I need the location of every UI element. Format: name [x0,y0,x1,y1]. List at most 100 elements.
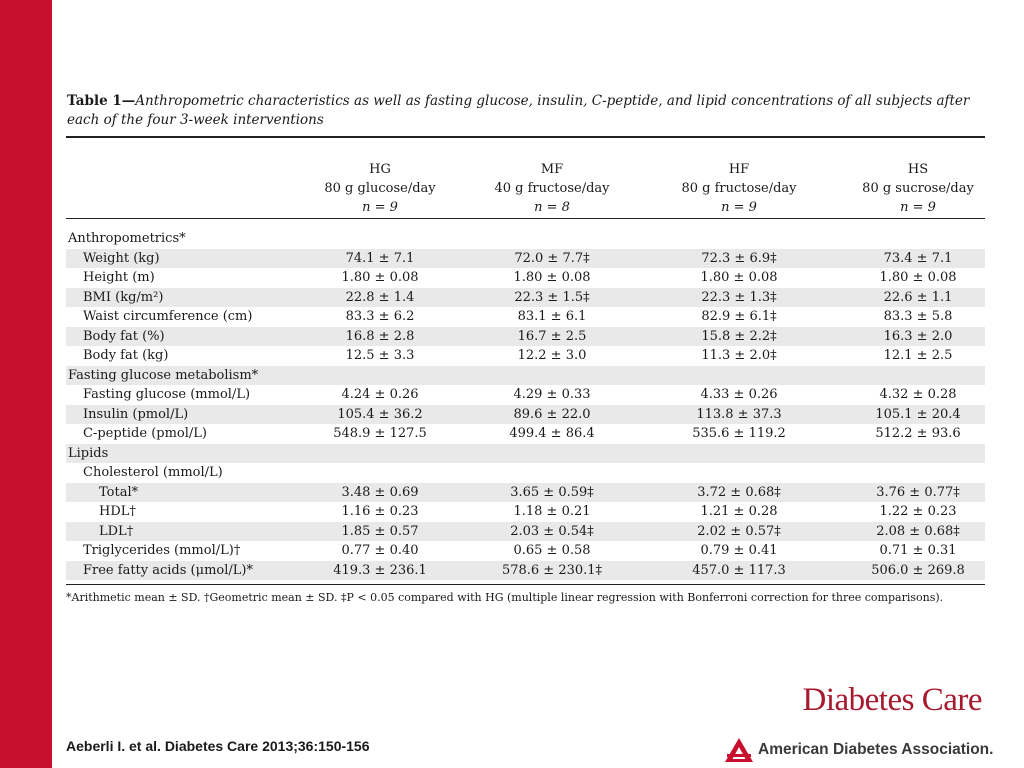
table-cell-mf: 0.65 ± 0.58 [513,543,591,558]
row-label: Height (m) [83,270,155,285]
table-top-rule [66,136,985,138]
table-cell-hf: 11.3 ± 2.0‡ [701,348,777,363]
row-label: BMI (kg/m²) [83,289,164,305]
table-cell-hg: 0.77 ± 0.40 [341,543,419,558]
column-header-name: HS [907,162,929,177]
row-label: Waist circumference (cm) [83,309,253,324]
table-cell-hf: 1.21 ± 0.28 [700,504,778,519]
table-row: BMI (kg/m²) 22.8 ± 1.4 22.3 ± 1.5‡ 22.3 ± 1… [66,287,985,307]
table-cell-mf: 578.6 ± 230.1‡ [501,562,603,578]
table-cell-hf: 535.6 ± 119.2 [692,426,786,441]
column-header-name: MF [540,162,564,177]
table-cell-hg: 1.16 ± 0.23 [341,504,419,519]
journal-logo: Diabetes Care [802,682,983,718]
column-header-desc: 80 g fructose/day [681,181,797,196]
row-label: C-peptide (pmol/L) [83,426,207,441]
table-row: Insulin (pmol/L) 105.4 ± 36.2 89.6 ± 22.0 1… [66,404,985,424]
row-label: Triglycerides (mmol/L)† [83,543,241,558]
table-cell-hg: 12.5 ± 3.3 [345,348,415,363]
table-row: Total* 3.48 ± 0.69 3.65 ± 0.59‡ 3.72 ± 0.68… [66,482,985,502]
table-cell-hg: 548.9 ± 127.5 [333,426,427,441]
table-row: Fasting glucose metabolism* [66,365,985,385]
accent-sidebar-bar [0,0,52,768]
table-cell-hs: 4.32 ± 0.28 [879,387,957,402]
table-cell-mf: 1.18 ± 0.21 [513,504,591,519]
table-cell-hf: 113.8 ± 37.3 [696,406,782,422]
row-label: Insulin (pmol/L) [83,406,189,422]
table-cell-hf: 3.72 ± 0.68‡ [697,484,781,500]
row-label: HDL† [99,504,136,519]
column-header-hs: HS 80 g sucrose/day n = 9 [828,160,1008,217]
column-header-name: HF [728,162,750,177]
row-label: Anthropometrics* [68,231,186,246]
row-label: Lipids [68,445,109,461]
table-caption: Table 1—Anthropometric characteristics a… [67,92,982,130]
table-header: HG 80 g glucose/day n = 9 MF 40 g fructose/d… [66,160,985,218]
table-cell-hs: 22.6 ± 1.1 [883,289,953,305]
table-cell-mf: 22.3 ± 1.5‡ [514,289,590,305]
column-header-desc: 80 g sucrose/day [862,181,974,196]
table-cell-hf: 1.80 ± 0.08 [700,270,778,285]
ada-wordmark: American Diabetes Association. [758,741,994,758]
table-row: Free fatty acids (μmol/L)* 419.3 ± 236.1 5… [66,560,985,580]
table-cell-mf: 499.4 ± 86.4 [509,426,595,441]
row-label: Weight (kg) [83,250,160,266]
table-row: Triglycerides (mmol/L)† 0.77 ± 0.40 0.65 ±… [66,541,985,561]
table-cell-mf: 1.80 ± 0.08 [513,270,591,285]
table-cell-hs: 105.1 ± 20.4 [875,406,961,422]
table-cell-mf: 3.65 ± 0.59‡ [510,484,594,500]
table-row: Height (m) 1.80 ± 0.08 1.80 ± 0.08 1.80 ± 0… [66,268,985,288]
table-cell-hg: 105.4 ± 36.2 [337,406,423,422]
table-cell-hg: 16.8 ± 2.8 [345,328,415,344]
table-row: Weight (kg) 74.1 ± 7.1 72.0 ± 7.7‡ 72.3 ± 6… [66,248,985,268]
table-cell-hf: 82.9 ± 6.1‡ [701,309,777,324]
table-cell-hs: 506.0 ± 269.8 [871,562,965,578]
table-cell-mf: 2.03 ± 0.54‡ [510,523,594,539]
table-cell-hs: 73.4 ± 7.1 [883,250,953,266]
table-cell-hf: 0.79 ± 0.41 [700,543,778,558]
table-row: C-peptide (pmol/L) 548.9 ± 127.5 499.4 ± 8… [66,424,985,444]
table-row: LDL† 1.85 ± 0.57 2.03 ± 0.54‡ 2.02 ± 0.57‡ 2… [66,521,985,541]
column-header-desc: 40 g fructose/day [494,181,610,196]
table-cell-hf: 15.8 ± 2.2‡ [701,328,777,344]
row-label: Total* [99,484,139,500]
table-row: Body fat (%) 16.8 ± 2.8 16.7 ± 2.5 15.8 ± 2… [66,326,985,346]
table-cell-mf: 89.6 ± 22.0 [513,406,591,422]
table-cell-hs: 1.22 ± 0.23 [879,504,957,519]
row-label: Free fatty acids (μmol/L)* [83,562,253,578]
column-header-n: n = 9 [362,200,398,215]
table-cell-hs: 16.3 ± 2.0 [883,328,953,344]
table-cell-hs: 512.2 ± 93.6 [875,426,961,441]
table-header-rule [66,218,985,219]
table-caption-lead: Table 1— [67,93,136,109]
table-cell-mf: 12.2 ± 3.0 [517,348,587,363]
row-label: Body fat (%) [83,328,165,344]
column-header-desc: 80 g glucose/day [324,181,436,196]
table-cell-mf: 4.29 ± 0.33 [513,387,591,402]
table-bottom-rule [66,584,985,585]
citation: Aeberli I. et al. Diabetes Care 2013;36:… [66,738,370,754]
table-cell-hs: 0.71 ± 0.31 [879,543,957,558]
table-row: Anthropometrics* [66,229,985,249]
table-row: Lipids [66,443,985,463]
table-row: HDL† 1.16 ± 0.23 1.18 ± 0.21 1.21 ± 0.28 1.2… [66,502,985,522]
table-cell-mf: 83.1 ± 6.1 [517,309,587,324]
column-header-n: n = 9 [900,200,936,215]
table-cell-hg: 4.24 ± 0.26 [341,387,419,402]
table-cell-hf: 2.02 ± 0.57‡ [697,523,781,539]
table-body: Anthropometrics* Weight (kg) 74.1 ± 7.1 72.… [66,229,985,580]
table-cell-hs: 83.3 ± 5.8 [883,309,953,324]
table-cell-hs: 3.76 ± 0.77‡ [876,484,960,500]
table-caption-title: Anthropometric characteristics as well a… [67,93,970,128]
column-header-mf: MF 40 g fructose/day n = 8 [462,160,642,217]
table-row: Waist circumference (cm) 83.3 ± 6.2 83.1 ±… [66,307,985,327]
table-row: Body fat (kg) 12.5 ± 3.3 12.2 ± 3.0 11.3 ± … [66,346,985,366]
ada-triangle-icon [725,738,753,762]
table-cell-hs: 12.1 ± 2.5 [883,348,953,363]
table-cell-hg: 83.3 ± 6.2 [345,309,415,324]
table-cell-hf: 72.3 ± 6.9‡ [701,250,777,266]
column-header-name: HG [369,162,391,177]
table-row: Fasting glucose (mmol/L) 4.24 ± 0.26 4.29 … [66,385,985,405]
row-label: LDL† [99,523,134,539]
row-label: Fasting glucose (mmol/L) [83,387,251,402]
